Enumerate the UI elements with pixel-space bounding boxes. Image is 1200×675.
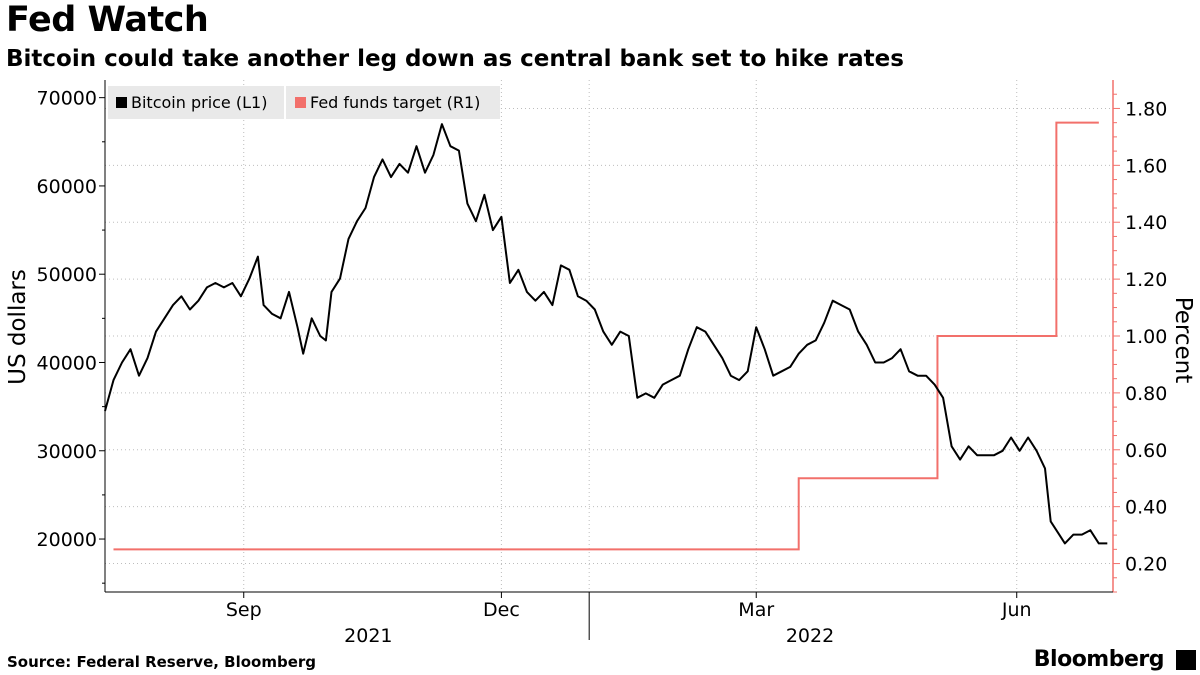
legend-label-bitcoin: Bitcoin price (L1)	[131, 93, 267, 112]
y-tick-label-left: 40000	[37, 352, 97, 374]
legend: Bitcoin price (L1) Fed funds target (R1)	[108, 86, 500, 119]
y-tick-label-right: 0.20	[1125, 554, 1167, 576]
axes: 20000 30000 40000 50000 60000 70000 0.20 0.40 0.…	[37, 80, 1167, 647]
y-tick-label-right: 0.60	[1125, 440, 1167, 462]
legend-label-fed: Fed funds target (R1)	[310, 93, 480, 112]
legend-swatch-fed	[295, 97, 306, 108]
year-label: 2022	[786, 625, 834, 647]
series-line-bitcoin	[104, 123, 1108, 545]
y-tick-label-right: 1.80	[1125, 98, 1167, 120]
series-layer	[104, 121, 1108, 551]
chart-title: Fed Watch	[6, 0, 209, 40]
legend-swatch-bitcoin	[116, 97, 127, 108]
y-tick-label-left: 30000	[37, 441, 97, 463]
x-tick-label: Dec	[483, 599, 520, 621]
y-tick-label-left: 70000	[37, 88, 97, 110]
legend-divider	[284, 86, 286, 119]
y-tick-label-left: 60000	[37, 176, 97, 198]
series-line-fed-funds	[113, 121, 1099, 551]
y-tick-label-right: 0.80	[1125, 383, 1167, 405]
y-tick-label-right: 1.60	[1125, 155, 1167, 177]
x-tick-label: Jun	[1001, 599, 1032, 621]
y-tick-label-right: 1.00	[1125, 326, 1167, 348]
chart-subtitle: Bitcoin could take another leg down as c…	[6, 46, 904, 72]
y-tick-label-right: 1.20	[1125, 269, 1167, 291]
y-axis-title-right: Percent	[1170, 297, 1196, 384]
x-tick-label: Mar	[738, 599, 774, 621]
y-tick-label-left: 50000	[37, 264, 97, 286]
year-label: 2021	[344, 625, 392, 647]
gridlines	[105, 80, 1113, 592]
x-tick-label: Sep	[226, 599, 262, 621]
bloomberg-logo: Bloomberg	[1033, 647, 1165, 672]
source-note: Source: Federal Reserve, Bloomberg	[7, 653, 317, 671]
y-axis-title-left: US dollars	[5, 269, 31, 385]
y-tick-label-left: 20000	[37, 529, 97, 551]
y-tick-label-right: 0.40	[1125, 497, 1167, 519]
y-tick-label-right: 1.40	[1125, 212, 1167, 234]
bloomberg-mark-icon	[1176, 650, 1196, 670]
